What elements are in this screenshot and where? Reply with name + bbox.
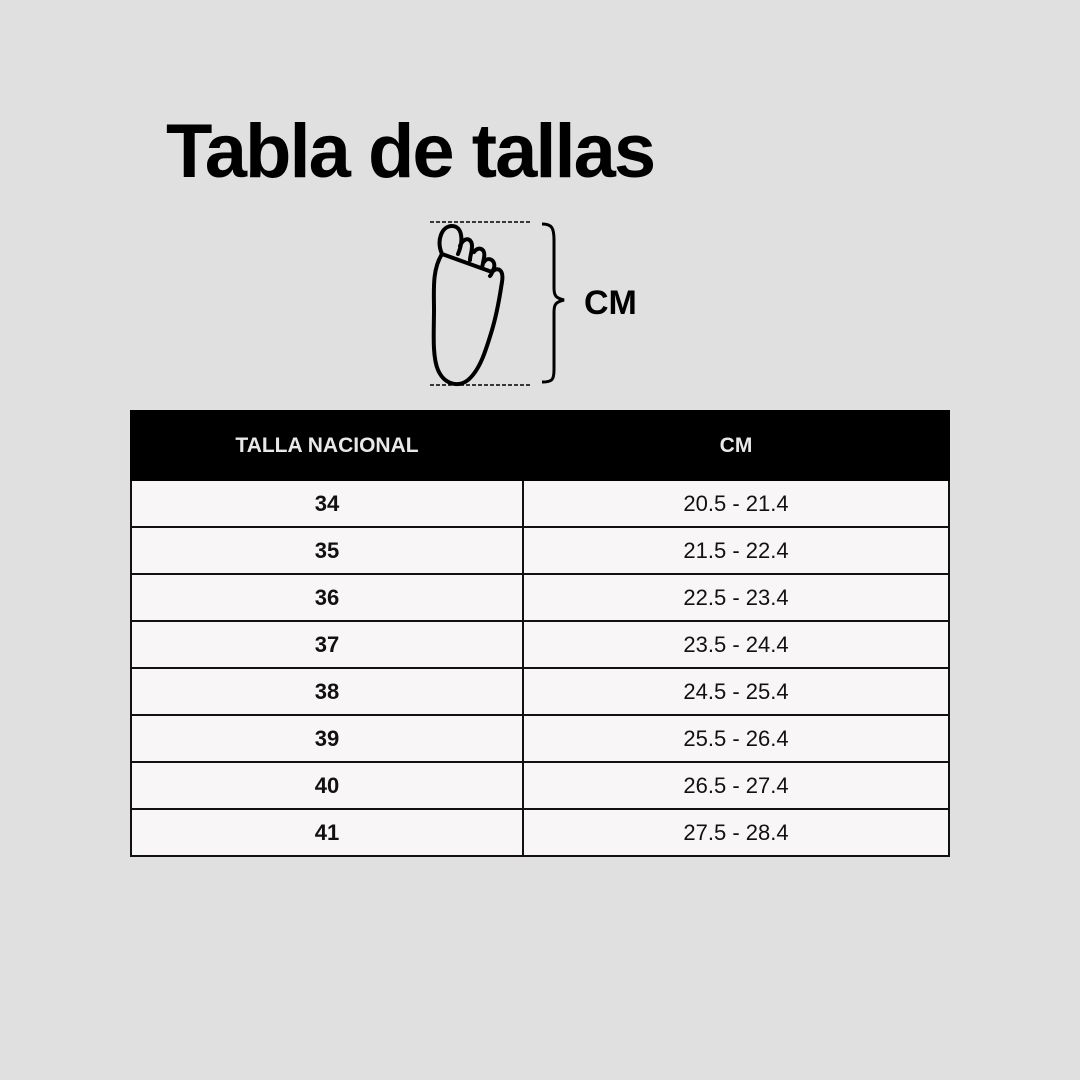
table-row: 35 21.5 - 22.4 [130,526,950,575]
cm-range-cell: 26.5 - 27.4 [522,761,950,810]
size-cell: 41 [130,808,524,857]
measure-label: CM [584,284,637,322]
page-title: Tabla de tallas [166,109,656,194]
table-row: 40 26.5 - 27.4 [130,761,950,810]
size-cell: 36 [130,573,524,622]
table-row: 37 23.5 - 24.4 [130,620,950,669]
header-talla-nacional: TALLA NACIONAL [130,410,524,481]
table-row: 41 27.5 - 28.4 [130,808,950,857]
size-cell: 38 [130,667,524,716]
cm-range-cell: 27.5 - 28.4 [522,808,950,857]
table-row: 39 25.5 - 26.4 [130,714,950,763]
cm-range-cell: 20.5 - 21.4 [522,479,950,528]
cm-range-cell: 24.5 - 25.4 [522,667,950,716]
cm-range-cell: 22.5 - 23.4 [522,573,950,622]
foot-outline-icon [430,221,565,387]
size-cell: 34 [130,479,524,528]
size-cell: 40 [130,761,524,810]
table-header-row: TALLA NACIONAL CM [130,410,950,481]
table-row: 34 20.5 - 21.4 [130,479,950,528]
size-table: TALLA NACIONAL CM 34 20.5 - 21.4 35 21.5 - … [130,410,950,857]
cm-range-cell: 25.5 - 26.4 [522,714,950,763]
size-cell: 37 [130,620,524,669]
table-row: 38 24.5 - 25.4 [130,667,950,716]
cm-range-cell: 21.5 - 22.4 [522,526,950,575]
cm-range-cell: 23.5 - 24.4 [522,620,950,669]
size-cell: 35 [130,526,524,575]
table-row: 36 22.5 - 23.4 [130,573,950,622]
header-cm: CM [522,410,950,481]
size-cell: 39 [130,714,524,763]
